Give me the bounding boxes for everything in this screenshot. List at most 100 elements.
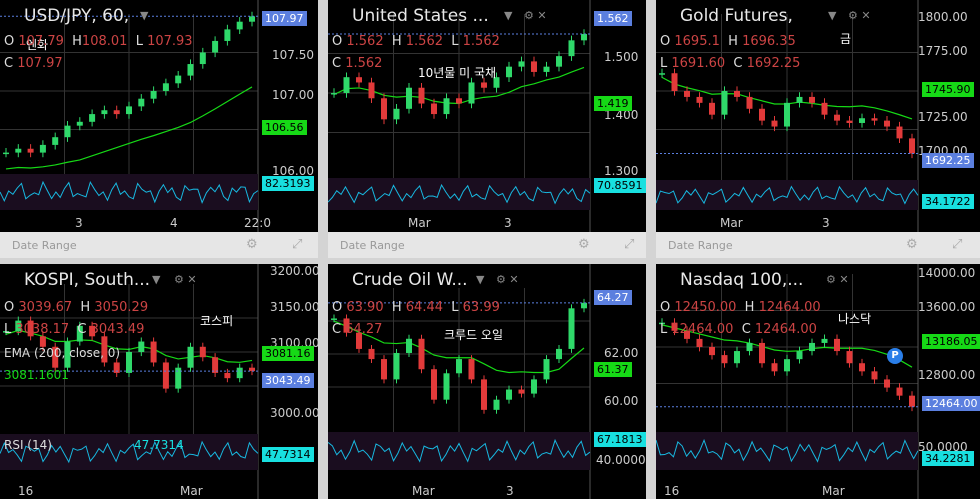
candle-body <box>343 77 350 93</box>
candle-body <box>506 66 512 78</box>
settings-icon[interactable]: ⚙ ✕ <box>826 273 849 286</box>
candle-body <box>393 352 400 380</box>
candle-body <box>543 359 550 380</box>
price-label: 60.00 <box>604 394 639 408</box>
price-label: 3000.00 <box>270 406 318 420</box>
price-label: 1725.00 <box>918 110 968 124</box>
rsi-legend[interactable]: RSI (14) <box>4 438 52 452</box>
ema-legend[interactable]: EMA (200, close, 0) <box>4 346 121 360</box>
chart-svg <box>0 264 259 499</box>
candle-body <box>39 336 46 347</box>
candle-body <box>518 389 525 394</box>
x-label: Mar <box>720 216 743 230</box>
candle-body <box>331 318 337 320</box>
rsi-pane <box>656 180 918 210</box>
chart-panel-kospi[interactable]: KOSPI, South... ▼ ⚙ ✕ 코스피 O 3039.67 H 30… <box>0 264 318 499</box>
price-label: 1.300 <box>604 164 639 178</box>
settings-icon[interactable]: ⚙ ✕ <box>174 273 197 286</box>
candle-body <box>64 125 71 138</box>
expand-icon[interactable]: ⤢ <box>292 237 303 252</box>
candle-body <box>381 359 387 380</box>
candle-body <box>671 322 678 331</box>
x-label: 3 <box>822 216 830 230</box>
dropdown-arrow-icon[interactable]: ▼ <box>828 9 837 22</box>
date-range-label: Date Range <box>340 239 405 252</box>
candle-body <box>443 98 450 115</box>
x-label: 3 <box>504 216 512 230</box>
price-label: 107.50 <box>272 48 314 62</box>
ohlc-readout: O 107.79 H108.01 L 107.93 <box>4 34 193 49</box>
candle-body <box>431 103 437 115</box>
x-label: Mar <box>408 216 431 230</box>
candle-body <box>212 40 219 53</box>
date-range-bar[interactable]: Date Range ⚙ ⤢ <box>656 232 980 258</box>
settings-icon[interactable]: ⚙ ✕ <box>496 273 519 286</box>
candle-body <box>784 102 790 127</box>
candle-body <box>3 152 9 155</box>
ohlc-readout: O 12450.00 H 12464.00 <box>660 300 821 315</box>
candle-body <box>199 52 206 65</box>
dropdown-arrow-icon[interactable]: ▼ <box>476 273 485 286</box>
candle-body <box>871 371 878 380</box>
date-range-bar[interactable]: Date Range ⚙ ⤢ <box>0 232 318 258</box>
p-marker-icon[interactable]: P <box>887 348 903 364</box>
chart-svg <box>656 264 919 499</box>
candle-body <box>884 379 890 388</box>
candle-body <box>249 367 255 372</box>
chart-panel-nasdaq[interactable]: Nasdaq 100,... ⚙ ✕ 나스닥 P O 12450.00 H 12… <box>656 264 980 499</box>
candle-body <box>896 126 903 139</box>
candle-body <box>418 87 425 104</box>
dropdown-arrow-icon[interactable]: ▼ <box>140 9 149 22</box>
settings-icon[interactable]: ⚙ ✕ <box>524 9 547 22</box>
candle-body <box>113 362 120 373</box>
chart-panel-crude[interactable]: Crude Oil W... ▼ ⚙ ✕ 크루드 오일 O 63.90 H 64… <box>328 264 646 499</box>
candle-body <box>126 352 132 373</box>
chart-svg <box>328 0 591 232</box>
chart-panel-usdjpy[interactable]: USD/JPY, 60, ▼ 엔화 O 107.79 H108.01 L 107… <box>0 0 318 232</box>
gear-icon[interactable]: ⚙ <box>578 237 590 252</box>
candle-body <box>834 114 840 121</box>
expand-icon[interactable]: ⤢ <box>952 237 963 252</box>
chart-title: Gold Futures, <box>680 6 793 26</box>
last-price-tag: 1.562 <box>594 11 632 26</box>
candle-body <box>138 98 145 107</box>
candle-body <box>909 395 915 407</box>
gear-icon[interactable]: ⚙ <box>246 237 258 252</box>
ma-value-tag: 61.37 <box>594 362 632 377</box>
dropdown-arrow-icon[interactable]: ▼ <box>152 273 161 286</box>
candle-body <box>771 363 778 372</box>
candle-body <box>481 82 487 88</box>
candle-body <box>175 367 182 389</box>
candle-body <box>356 77 362 83</box>
ohlc-close: C 64.27 <box>332 322 383 337</box>
x-label: Mar <box>412 484 435 498</box>
candle-body <box>126 106 132 115</box>
rsi-pane <box>328 178 590 210</box>
candle-body <box>659 73 665 75</box>
chart-svg <box>0 0 259 232</box>
candle-body <box>406 338 412 353</box>
rsi-value-tag: 70.8591 <box>594 178 646 193</box>
candle-body <box>721 91 728 115</box>
price-label: 107.00 <box>272 88 314 102</box>
rsi-line <box>0 180 259 204</box>
last-price-tag: 107.97 <box>262 11 307 26</box>
candle-body <box>796 96 803 103</box>
expand-icon[interactable]: ⤢ <box>624 237 635 252</box>
settings-icon[interactable]: ⚙ ✕ <box>848 9 871 22</box>
chart-panel-gold[interactable]: Gold Futures, ▼ ⚙ ✕ 금 O 1695.1 H 1696.35… <box>656 0 980 232</box>
dropdown-arrow-icon[interactable]: ▼ <box>504 9 513 22</box>
rsi-pane <box>328 432 590 470</box>
candle-body <box>175 75 182 84</box>
date-range-bar[interactable]: Date Range ⚙ ⤢ <box>328 232 646 258</box>
chart-annotation: 10년물 미 국채 <box>418 66 497 80</box>
price-label: 3150.00 <box>270 300 318 314</box>
rsi-line <box>656 438 919 463</box>
rsi-line <box>328 183 591 205</box>
candle-body <box>746 96 753 109</box>
candle-body <box>684 330 690 339</box>
gear-icon[interactable]: ⚙ <box>906 237 918 252</box>
candle-body <box>236 367 243 379</box>
chart-panel-us10y[interactable]: United States ... ▼ ⚙ ✕ 10년물 미 국채 O 1.56… <box>328 0 646 232</box>
candle-body <box>871 118 878 121</box>
